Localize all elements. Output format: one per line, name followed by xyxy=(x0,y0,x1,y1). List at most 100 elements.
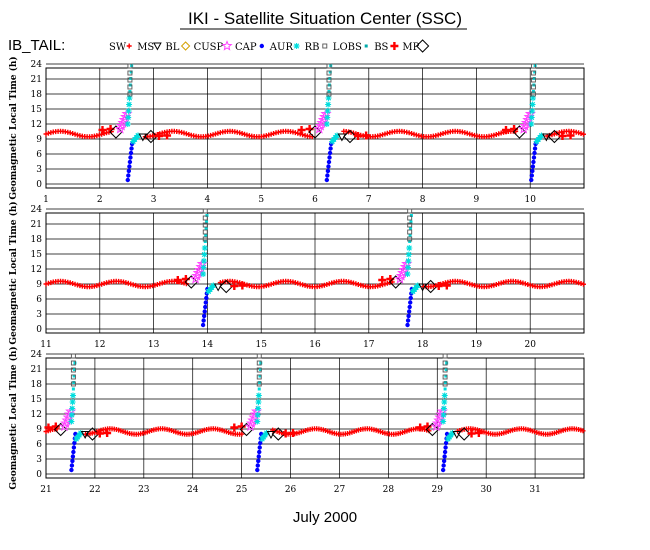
magnetopause-marker xyxy=(547,129,562,144)
radiation-belt-point xyxy=(256,353,262,359)
aurora-point xyxy=(124,121,131,127)
radiation-belt-point xyxy=(442,353,448,359)
aurora-point xyxy=(68,418,75,425)
aurora-point xyxy=(200,264,207,271)
magnetosheath-marker xyxy=(542,133,551,142)
cap-point xyxy=(71,449,76,455)
aurora-point xyxy=(533,70,537,74)
aurora-point xyxy=(440,412,447,418)
aurora-point xyxy=(529,101,536,108)
sw-point xyxy=(70,281,76,287)
cap-point xyxy=(126,173,131,178)
magnetopause-marker xyxy=(184,275,198,289)
sw-point xyxy=(580,428,586,434)
aurora-point xyxy=(257,387,261,391)
aurora-point xyxy=(73,368,77,371)
sw-point xyxy=(72,131,78,137)
sw-point xyxy=(353,281,359,287)
sw-point xyxy=(493,131,499,137)
legend: SW MS BL CUSP CAP AUR RB LOBS BS MP xyxy=(109,39,430,53)
x-tick-label: 15 xyxy=(255,340,267,350)
bow-shock-marker xyxy=(98,126,107,134)
radiation-belt-point xyxy=(202,222,208,228)
sw-point xyxy=(409,131,415,137)
panel-2: 0 3 6 9 12 15 18 21 24 11 12 13 14 15 16 17 18 19 20 Geomag… xyxy=(8,201,586,350)
magnetopause-marker xyxy=(144,129,158,144)
y-tick-label: 3 xyxy=(36,165,42,175)
radiation-belt-point xyxy=(202,229,208,235)
aurora-point xyxy=(72,374,76,378)
bow-shock-marker xyxy=(354,132,363,140)
radiation-belt-point xyxy=(326,77,332,83)
radiation-belt-point xyxy=(530,70,536,76)
aurora-point xyxy=(69,399,76,405)
aurora-point xyxy=(72,381,76,384)
aurora-point xyxy=(528,114,535,121)
bow-shock-marker xyxy=(474,429,483,437)
cap-point xyxy=(257,445,262,450)
pass-2 xyxy=(230,353,297,473)
legend-label-sw: SW xyxy=(109,42,127,53)
sw-point xyxy=(464,130,470,136)
aurora-point xyxy=(71,387,75,391)
cap-point xyxy=(126,168,132,174)
sw-point xyxy=(324,281,330,287)
aurora-point xyxy=(404,264,411,271)
sw-point xyxy=(321,282,327,288)
aurora-point xyxy=(408,233,412,237)
aurora-point xyxy=(255,392,262,399)
x-tick-label: 17 xyxy=(363,340,375,350)
sw-point xyxy=(580,281,586,287)
cap-point xyxy=(529,173,535,178)
radiation-belt-point xyxy=(202,215,208,221)
radiation-belt-point xyxy=(530,63,536,69)
aurora-point xyxy=(328,70,332,74)
aurora-point xyxy=(444,374,448,378)
legend-label-lobs: LOBS xyxy=(333,42,362,53)
radiation-belt-point xyxy=(530,77,536,83)
cap-point xyxy=(71,445,77,450)
sw-point xyxy=(496,281,502,287)
cap-point xyxy=(532,150,537,156)
radiation-belt-point xyxy=(442,360,448,366)
aurora-point xyxy=(406,245,413,251)
cap-point xyxy=(408,295,413,301)
y-tick-label: 15 xyxy=(31,395,43,405)
sw-point xyxy=(181,130,187,136)
cap-point xyxy=(203,304,208,310)
sw-point xyxy=(268,131,274,137)
sw-point xyxy=(96,132,102,138)
sw-point xyxy=(578,281,584,287)
radiation-belt-point xyxy=(407,208,413,214)
aurora-point xyxy=(324,114,331,121)
aurora-point xyxy=(324,108,331,114)
bow-shock-marker xyxy=(297,126,306,134)
cap-point xyxy=(129,146,134,151)
sw-point xyxy=(326,281,332,287)
cap-point xyxy=(258,440,263,446)
cap-point xyxy=(70,458,75,464)
cap-point xyxy=(441,458,447,464)
y-tick-label: 9 xyxy=(36,425,42,435)
aurora-point xyxy=(69,405,76,412)
magnetopause-marker xyxy=(53,422,68,437)
radiation-belt-point xyxy=(70,360,76,366)
cap-point xyxy=(443,440,449,446)
bow-shock-marker xyxy=(362,131,371,140)
legend-label-aur: AUR xyxy=(269,42,294,53)
aurora-point xyxy=(125,108,132,114)
magnetosheath-marker xyxy=(452,431,462,440)
x-axis-label: July 2000 xyxy=(293,509,357,526)
sw-point xyxy=(67,280,73,286)
legend-label-bs: BS xyxy=(374,42,388,53)
y-tick-label: 21 xyxy=(31,220,42,230)
x-tick-label: 28 xyxy=(383,485,395,495)
cap-point xyxy=(406,309,412,314)
magnetosheath-marker xyxy=(266,431,276,440)
sw-point xyxy=(464,280,470,286)
x-tick-label: 19 xyxy=(471,340,483,350)
y-tick-label: 18 xyxy=(31,235,43,245)
sw-point xyxy=(411,131,417,137)
aurora-point xyxy=(77,430,84,436)
